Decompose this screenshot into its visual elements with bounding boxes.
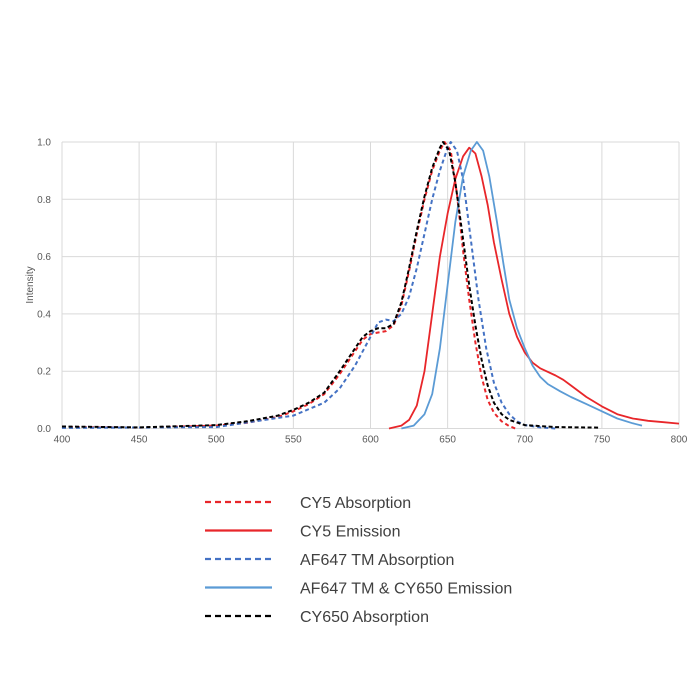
legend-label-2: AF647 TM Absorption <box>300 552 454 569</box>
legend-label-3: AF647 TM & CY650 Emission <box>300 581 512 598</box>
x-tick-label: 400 <box>54 435 71 446</box>
legend-label-0: CY5 Absorption <box>300 495 411 512</box>
series-line-1 <box>388 146 680 430</box>
y-axis-label: Intensity <box>25 266 36 303</box>
series-line-0 <box>61 141 516 430</box>
x-tick-label: 750 <box>594 435 611 446</box>
y-tick-label: 0.0 <box>37 424 51 435</box>
series-line-4 <box>61 141 599 429</box>
y-tick-label: 1.0 <box>37 138 51 149</box>
legend-label-1: CY5 Emission <box>300 524 400 541</box>
x-tick-label: 800 <box>671 435 688 446</box>
x-tick-label: 650 <box>439 435 456 446</box>
series-line-2 <box>61 141 556 430</box>
legend-label-4: CY650 Absorption <box>300 609 429 626</box>
y-tick-label: 0.2 <box>37 367 51 378</box>
y-tick-label: 0.6 <box>37 252 51 263</box>
x-tick-label: 500 <box>208 435 225 446</box>
series-line-3 <box>401 141 643 430</box>
x-tick-label: 450 <box>131 435 148 446</box>
y-tick-label: 0.4 <box>37 309 51 320</box>
y-tick-label: 0.8 <box>37 195 51 206</box>
x-tick-label: 550 <box>285 435 302 446</box>
x-tick-label: 600 <box>362 435 379 446</box>
x-tick-label: 700 <box>516 435 533 446</box>
